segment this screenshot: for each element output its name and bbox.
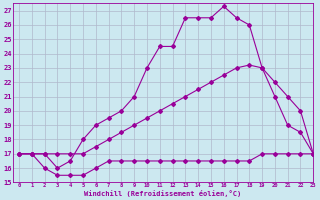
X-axis label: Windchill (Refroidissement éolien,°C): Windchill (Refroidissement éolien,°C): [84, 190, 242, 197]
